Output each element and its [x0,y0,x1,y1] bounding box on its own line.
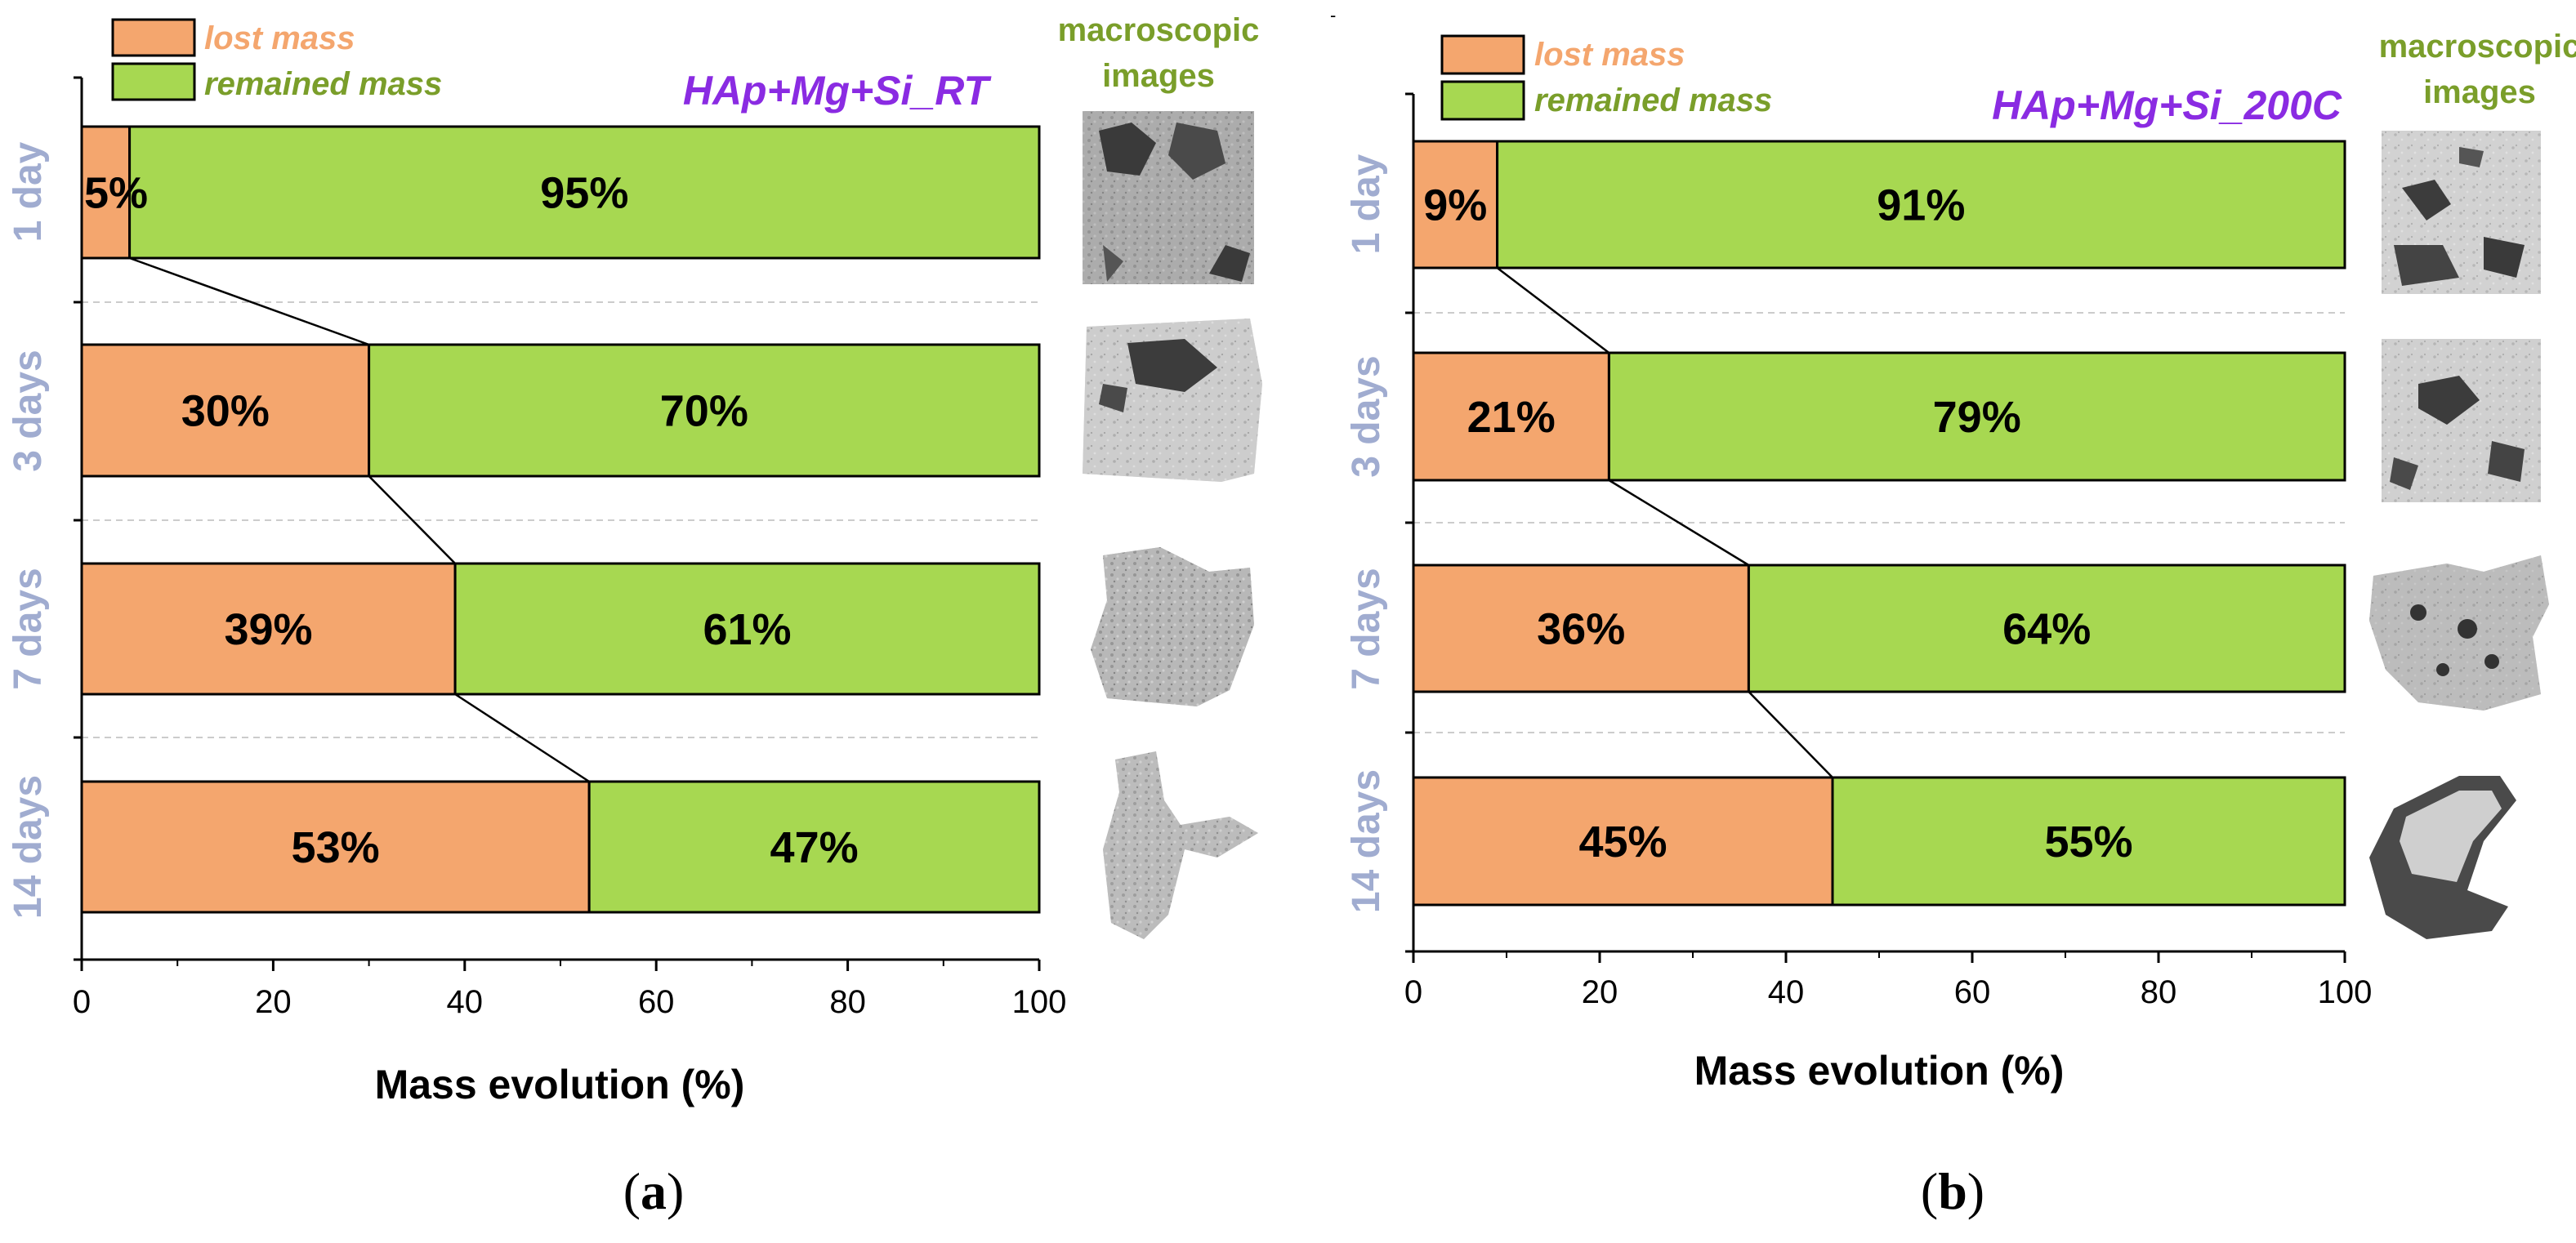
bar-label-remained-a-3: 47% [770,823,859,872]
connector-line-a-1 [368,475,456,564]
x-tick-label-b-4: 80 [2141,974,2177,1010]
bar-lost-a-3 [80,780,591,914]
bar-label-lost-b-0: 9% [1423,181,1487,230]
macro-image-a-3days [1083,319,1262,482]
macro-image-b-3days [2382,339,2541,502]
macro-image-b-14days [2369,776,2516,939]
legend-b: lost mass remained mass [1440,34,1772,121]
category-label-a-0: 1 day [7,141,50,242]
bar-remained-b-2 [1747,564,2346,693]
legend-swatch-remained-a [111,62,196,101]
category-label-b-3: 14 days [1345,769,1388,913]
bar-label-lost-b-2: 36% [1537,605,1625,654]
x-tick-label-b-2: 40 [1768,974,1805,1010]
bar-remained-b-1 [1607,351,2346,482]
x-tick-label-a-4: 80 [829,984,866,1020]
connector-line-a-2 [454,693,590,783]
category-label-b-1: 3 days [1345,355,1388,477]
bar-label-lost-a-1: 30% [181,387,270,436]
plot-area-a: 0 20 40 60 80 100 5% 95% 1 day 30% 70% 3 days 39% 61%… [7,76,1067,1020]
macro-image-b-1day [2382,131,2541,294]
x-tick-label-b-3: 60 [1954,974,1991,1010]
bar-label-remained-b-3: 55% [2044,818,2132,867]
connector-line-b-1 [1608,479,1750,567]
bar-label-remained-a-0: 95% [540,169,628,218]
legend-swatch-remained-b [1440,80,1525,121]
x-axis-title-a: Mass evolution (%) [375,1062,745,1107]
macro-image-a-14days [1103,751,1258,939]
plot-area-b: 0 20 40 60 80 100 9% 91% 1 day 21% 79% 3 days 36% 64%… [1345,92,2373,1010]
connector-line-b-0 [1496,267,1610,354]
bar-remained-b-0 [1496,140,2346,270]
chart-title-b: HAp+Mg+Si_200C [1992,82,2342,128]
bar-label-remained-b-0: 91% [1877,181,1965,230]
panel-a: lost mass remained mass HAp+Mg+Si_RT mac… [7,12,1262,1220]
x-tick-label-a-3: 60 [638,984,675,1020]
bar-label-remained-a-1: 70% [660,387,748,436]
bar-label-remained-b-2: 64% [2002,605,2091,654]
x-tick-label-b-1: 20 [1582,974,1618,1010]
bar-lost-b-1 [1412,351,1610,482]
bar-remained-a-2 [453,562,1041,696]
x-tick-label-a-0: 0 [73,984,91,1020]
category-label-a-3: 14 days [7,775,50,919]
connector-line-a-0 [129,256,370,346]
macro-image-a-7days [1091,547,1254,706]
panel-b: - lost mass remained mass HAp+Mg+Si_200C… [1330,5,2576,1220]
macro-title-line1-a: macroscopic [1058,12,1260,48]
macro-title-line2-b: images [2423,74,2536,110]
panel-caption-b: (b) [1921,1162,1984,1220]
chart-title-a: HAp+Mg+Si_RT [683,68,993,114]
macro-title-line2-a: images [1102,58,1215,94]
legend-swatch-lost-a [111,18,196,57]
x-axis-title-b: Mass evolution (%) [1694,1048,2065,1094]
bar-remained-a-0 [128,125,1041,260]
connector-line-b-2 [1748,691,1833,778]
macro-image-b-7days [2369,555,2549,711]
x-tick-label-b-0: 0 [1404,974,1422,1010]
legend-swatch-lost-b [1440,34,1525,75]
x-tick-label-a-2: 40 [447,984,484,1020]
category-label-a-2: 7 days [7,568,50,689]
bar-remained-a-1 [368,343,1041,478]
x-tick-label-a-1: 20 [255,984,292,1020]
legend-lost-label-b: lost mass [1534,37,1685,73]
panel-caption-a: (a) [623,1162,685,1220]
bar-lost-b-3 [1412,776,1834,907]
legend-lost-label-a: lost mass [204,20,355,56]
bar-label-remained-b-1: 79% [1933,393,2021,442]
category-label-a-1: 3 days [7,350,50,471]
macro-title-line1-b: macroscopic [2379,29,2576,65]
bar-remained-b-3 [1831,776,2346,907]
bar-remained-a-3 [587,780,1041,914]
macro-image-a-1day [1083,111,1254,284]
top-mark: - [1330,5,1336,25]
bar-lost-b-2 [1412,564,1750,693]
x-tick-label-a-5: 100 [1012,984,1067,1020]
legend-remained-label-b: remained mass [1534,82,1772,118]
legend-a: lost mass remained mass [111,18,442,102]
bar-label-lost-a-3: 53% [292,823,380,872]
bar-label-remained-a-2: 61% [703,605,791,654]
bar-lost-a-1 [80,343,371,478]
category-label-b-0: 1 day [1345,154,1388,254]
bar-label-lost-b-1: 21% [1467,393,1556,442]
bar-label-lost-a-0: 5% [84,169,148,218]
bar-label-lost-a-2: 39% [224,605,312,654]
x-tick-label-b-5: 100 [2318,974,2373,1010]
bar-label-lost-b-3: 45% [1578,818,1667,867]
legend-remained-label-a: remained mass [204,66,442,102]
category-label-b-2: 7 days [1345,568,1388,689]
